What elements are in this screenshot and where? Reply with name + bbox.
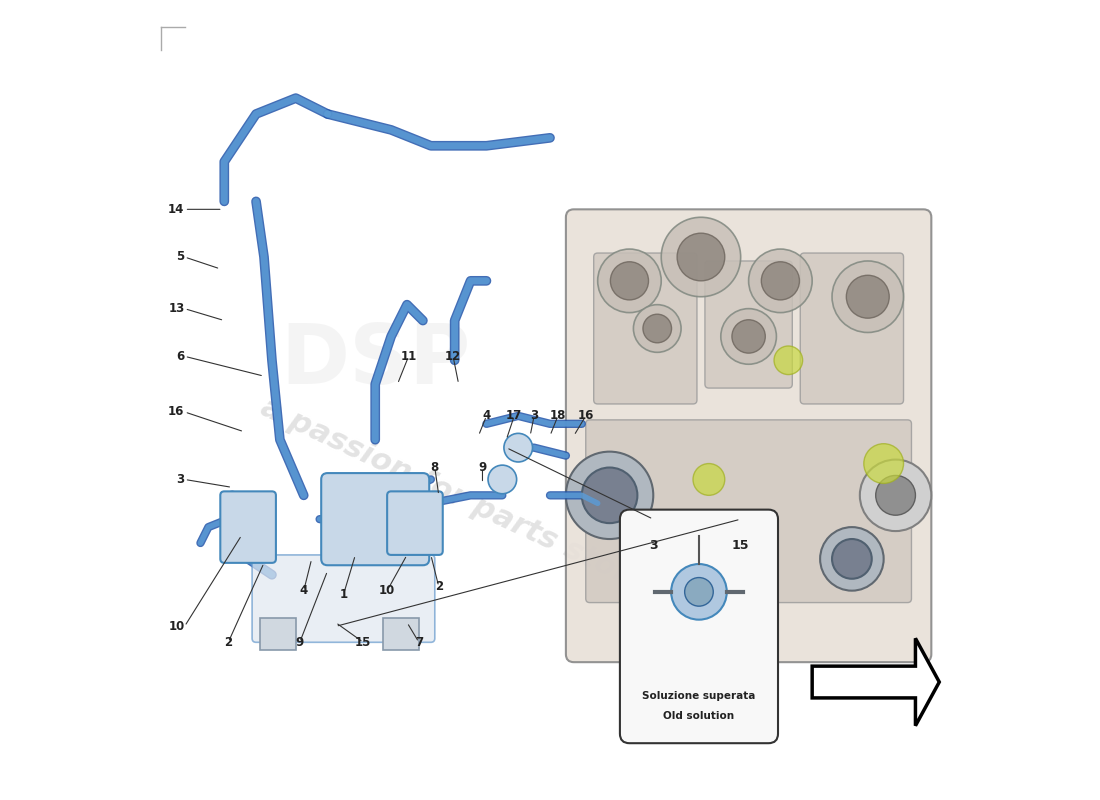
Text: 4: 4 [299,584,308,597]
Circle shape [565,452,653,539]
Text: 3: 3 [530,410,538,422]
Text: 6: 6 [176,350,185,363]
FancyBboxPatch shape [565,210,932,662]
Circle shape [488,465,517,494]
Bar [260,618,296,650]
Text: DSP: DSP [280,320,471,401]
Text: 14: 14 [168,203,185,216]
Circle shape [504,434,532,462]
Text: a passion for parts store: a passion for parts store [256,393,653,598]
Text: 4: 4 [482,410,491,422]
Circle shape [661,218,740,297]
Text: 8: 8 [431,461,439,474]
Text: 2: 2 [224,636,232,649]
Circle shape [774,346,803,374]
Text: Old solution: Old solution [663,711,735,721]
Text: 9: 9 [478,461,486,474]
Circle shape [720,309,777,364]
Text: 12: 12 [446,350,461,363]
FancyBboxPatch shape [620,510,778,743]
Text: 1: 1 [340,588,348,601]
Text: 9: 9 [296,636,304,649]
Circle shape [634,305,681,352]
Circle shape [678,233,725,281]
Polygon shape [812,638,939,726]
FancyBboxPatch shape [586,420,912,602]
Text: 15: 15 [355,636,372,649]
FancyBboxPatch shape [220,491,276,563]
Circle shape [693,463,725,495]
Circle shape [832,539,871,578]
Bar [383,618,419,650]
Text: 13: 13 [168,302,185,315]
FancyBboxPatch shape [594,253,697,404]
Text: 15: 15 [732,539,749,552]
Circle shape [846,275,889,318]
Circle shape [684,578,713,606]
Text: 10: 10 [379,584,395,597]
Circle shape [876,475,915,515]
Text: 16: 16 [168,406,185,418]
Text: 7: 7 [415,636,424,649]
Circle shape [671,564,727,620]
Circle shape [732,320,766,353]
Text: 2: 2 [434,580,443,593]
Circle shape [821,527,883,590]
Circle shape [642,314,671,342]
Text: 11: 11 [400,350,417,363]
Circle shape [749,249,812,313]
FancyBboxPatch shape [387,491,442,555]
Text: 17: 17 [506,410,522,422]
Text: 18: 18 [550,410,566,422]
Text: 16: 16 [578,410,594,422]
FancyBboxPatch shape [252,555,434,642]
Circle shape [761,262,800,300]
Text: 5: 5 [176,250,185,263]
Circle shape [864,444,903,483]
Text: 10: 10 [168,620,185,633]
Circle shape [597,249,661,313]
Text: 3: 3 [176,473,185,486]
Circle shape [860,459,932,531]
FancyBboxPatch shape [801,253,903,404]
Text: Soluzione superata: Soluzione superata [642,690,756,701]
Circle shape [582,467,637,523]
Circle shape [832,261,903,333]
Text: 3: 3 [649,539,658,552]
FancyBboxPatch shape [705,261,792,388]
Circle shape [610,262,649,300]
FancyBboxPatch shape [321,473,429,566]
